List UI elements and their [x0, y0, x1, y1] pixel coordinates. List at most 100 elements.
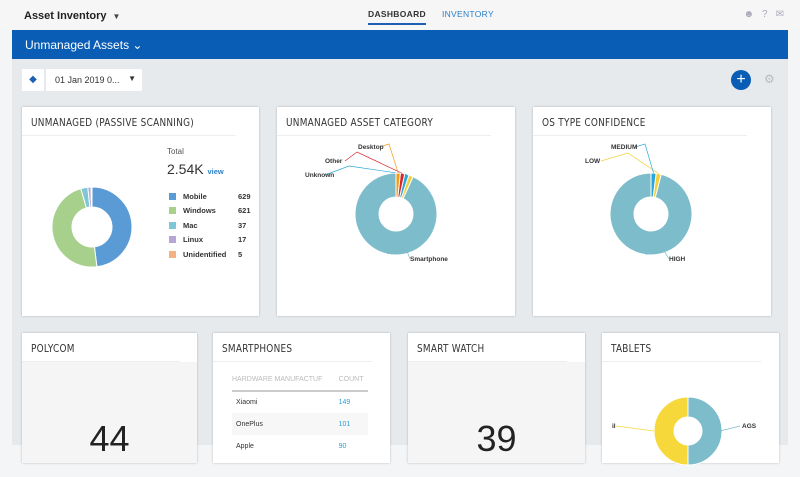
dashboard-title: Unmanaged Assets [25, 38, 130, 52]
add-widget-button[interactable]: + [731, 70, 751, 90]
table-row[interactable]: Apple 90 [232, 435, 368, 457]
slice-label: il [612, 423, 616, 430]
dashboard-content: ◆ 01 Jan 2019 0... ▼ + ⚙ UNMANAGED (PASSI… [12, 59, 788, 466]
manufacturer: OnePlus [236, 420, 263, 428]
legend: Mobile 629 Windows 621 Mac 37 Linux 17 Unidentif… [169, 189, 251, 262]
legend-item[interactable]: Mobile 629 [169, 189, 251, 204]
legend-item[interactable]: Unidentified 5 [169, 247, 251, 262]
user-icon[interactable]: ☻ [743, 9, 755, 20]
slice-label: MEDIUM [611, 144, 637, 151]
donut-slice[interactable] [91, 186, 133, 268]
slice-label: HIGH [669, 256, 686, 263]
dashboard-selector[interactable]: Unmanaged Assets ⌄ [12, 30, 788, 59]
card-polycom: POLYCOM 44 [22, 333, 197, 463]
date-value: 01 Jan 2019 0... [55, 75, 120, 85]
legend-swatch [169, 207, 176, 215]
label-leader [645, 245, 670, 260]
date-range-select[interactable]: 01 Jan 2019 0... ▼ [46, 69, 142, 91]
tag-filter-button[interactable]: ◆ [22, 69, 44, 91]
slice-label: Unknown [305, 172, 334, 179]
card-tablets: TABLETS AGS il [602, 333, 779, 466]
chevron-down-icon: ⌄ [132, 38, 143, 52]
app-switcher[interactable]: Asset Inventory ▼ [24, 10, 120, 22]
legend-label: Mobile [183, 191, 207, 201]
legend-item[interactable]: Linux 17 [169, 233, 251, 248]
label-leader [324, 165, 407, 176]
legend-label: Mac [183, 220, 198, 230]
donut-slice[interactable] [653, 396, 689, 466]
count[interactable]: 101 [338, 420, 351, 428]
legend-swatch [169, 236, 176, 244]
table-row[interactable]: OnePlus 101 [232, 413, 368, 435]
help-icon[interactable]: ? [762, 9, 768, 20]
caret-down-icon: ▼ [112, 12, 121, 21]
count[interactable]: 149 [338, 399, 351, 406]
card-os-confidence: OS TYPE CONFIDENCE HIGH LOW MEDIUM [533, 107, 771, 316]
slice-label: Smartphone [410, 256, 448, 263]
top-bar: Asset Inventory ▼ DASHBOARD INVENTORY ☻ ?… [0, 0, 800, 30]
legend-value: 17 [238, 235, 247, 245]
card-title: SMARTPHONES [213, 333, 373, 362]
mail-icon[interactable]: ✉ [775, 9, 784, 20]
polycom-count: 44 [89, 418, 130, 459]
card-smartphones: SMARTPHONES HARDWARE MANUFACTUF COUNT Xia… [213, 333, 390, 463]
donut-slice[interactable] [51, 187, 98, 268]
column-header[interactable]: COUNT [338, 375, 364, 383]
total-value: 2.54K [167, 161, 204, 177]
tablets-donut: AGS il [612, 396, 757, 466]
category-donut: Smartphone Unknown Other Desktop [305, 143, 448, 263]
slice-label: Other [325, 158, 343, 165]
card-title: OS TYPE CONFIDENCE [533, 107, 748, 136]
smartphones-table: HARDWARE MANUFACTUF COUNT Xiaomi 149 OnePl… [232, 368, 368, 457]
manufacturer: Xiaomi [236, 399, 258, 406]
card-smart-watch: SMART WATCH 39 [408, 333, 585, 463]
card-asset-category: UNMANAGED ASSET CATEGORY Smartphone Unkno… [277, 107, 515, 316]
donut-slice[interactable] [650, 172, 657, 198]
slice-label: LOW [585, 158, 601, 165]
legend-item[interactable]: Windows 621 [169, 204, 251, 219]
card-passive-scanning: UNMANAGED (PASSIVE SCANNING) Total 2.54K… [22, 107, 259, 316]
os-donut: HIGH LOW MEDIUM [585, 143, 693, 263]
donut-slice[interactable] [90, 186, 93, 208]
donut-slice[interactable] [395, 172, 401, 198]
label-leader [634, 143, 654, 174]
legend-value: 621 [238, 206, 251, 216]
donut-slice[interactable] [354, 172, 438, 256]
tag-icon: ◆ [29, 74, 37, 85]
label-leader [379, 143, 399, 174]
legend-item[interactable]: Mac 37 [169, 218, 251, 233]
card-title: UNMANAGED (PASSIVE SCANNING) [22, 107, 236, 136]
view-link[interactable]: view [207, 167, 224, 176]
label-leader [344, 151, 403, 174]
settings-icon[interactable]: ⚙ [764, 72, 775, 86]
slice-label: AGS [742, 423, 757, 430]
smartwatch-count: 39 [476, 418, 517, 459]
manufacturer: Apple [236, 442, 254, 450]
card-title: POLYCOM [22, 333, 180, 362]
legend-label: Windows [183, 206, 216, 216]
donut-slice[interactable] [687, 396, 723, 466]
table-row[interactable]: Xiaomi 149 [232, 391, 368, 413]
donut-slice[interactable] [609, 172, 693, 256]
card-title: UNMANAGED ASSET CATEGORY [277, 107, 492, 136]
legend-value: 629 [238, 191, 251, 201]
column-header[interactable]: HARDWARE MANUFACTUF [232, 375, 323, 383]
passive-donut [51, 186, 133, 268]
label-leader [600, 152, 659, 175]
slice-label: Desktop [358, 144, 384, 151]
app-title: Asset Inventory [24, 10, 107, 22]
tab-dashboard[interactable]: DASHBOARD [368, 9, 426, 25]
legend-value: 5 [238, 249, 243, 259]
legend-swatch [169, 250, 176, 258]
caret-down-icon: ▼ [128, 74, 136, 83]
legend-value: 37 [238, 220, 247, 230]
count[interactable]: 90 [338, 442, 347, 450]
label-leader [719, 425, 741, 432]
label-leader [387, 245, 411, 260]
label-leader [615, 425, 655, 432]
legend-swatch [169, 221, 176, 229]
legend-swatch [169, 192, 176, 200]
legend-label: Linux [183, 235, 203, 245]
tab-inventory[interactable]: INVENTORY [441, 9, 494, 19]
total-label: Total [167, 147, 184, 156]
